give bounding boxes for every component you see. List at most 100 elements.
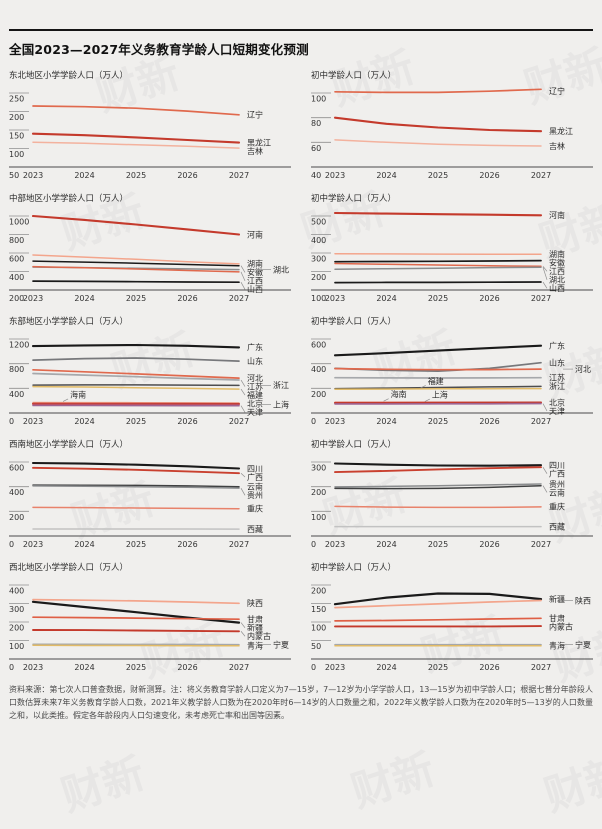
- svg-text:四川: 四川: [549, 461, 565, 470]
- svg-text:2024: 2024: [74, 171, 94, 180]
- svg-text:安徽: 安徽: [247, 267, 263, 277]
- svg-text:重庆: 重庆: [247, 504, 263, 514]
- svg-text:上海: 上海: [273, 399, 289, 409]
- svg-text:2023: 2023: [325, 294, 345, 303]
- svg-text:2024: 2024: [74, 663, 94, 672]
- svg-text:青海: 青海: [247, 640, 263, 650]
- svg-text:甘肃: 甘肃: [247, 614, 263, 624]
- svg-text:2027: 2027: [531, 171, 551, 180]
- svg-text:100: 100: [311, 624, 326, 633]
- svg-text:西藏: 西藏: [247, 524, 263, 534]
- svg-text:200: 200: [311, 390, 326, 399]
- svg-text:2026: 2026: [177, 171, 197, 180]
- chart-title: 东北地区小学学龄人口（万人）: [9, 71, 129, 81]
- svg-text:100: 100: [311, 513, 326, 522]
- source-note: 资料来源：第七次人口普查数据，财新测算。注：将义务教育学龄人口定义为7—15岁，…: [9, 685, 593, 720]
- svg-text:2023: 2023: [325, 417, 345, 426]
- svg-text:北京: 北京: [247, 399, 263, 409]
- svg-text:0: 0: [9, 663, 14, 672]
- chart-8: 初中学龄人口（万人） 0 100 200 300 2023 2024 2025 2026 2027…: [311, 438, 593, 552]
- svg-text:1000: 1000: [9, 218, 29, 227]
- svg-text:2023: 2023: [23, 540, 43, 549]
- chart-canvas-1: 50 100 150 200 250 2023 2024 2025 2026 2027 辽宁黑龙江吉…: [9, 92, 291, 180]
- svg-text:贵州: 贵州: [549, 479, 565, 489]
- svg-text:1200: 1200: [9, 341, 29, 350]
- chart-title: 东部地区小学学龄人口（万人）: [9, 317, 129, 327]
- svg-text:2025: 2025: [126, 294, 146, 303]
- svg-text:200: 200: [9, 294, 24, 303]
- svg-text:2024: 2024: [376, 540, 396, 549]
- svg-text:400: 400: [311, 365, 326, 374]
- svg-text:黑龙江: 黑龙江: [247, 137, 271, 147]
- svg-text:吉林: 吉林: [549, 141, 565, 151]
- svg-text:600: 600: [311, 341, 326, 350]
- chart-title: 中部地区小学学龄人口（万人）: [9, 194, 129, 204]
- svg-text:500: 500: [311, 218, 326, 227]
- svg-text:400: 400: [9, 390, 24, 399]
- svg-text:2024: 2024: [74, 540, 94, 549]
- svg-text:2025: 2025: [126, 540, 146, 549]
- svg-text:0: 0: [311, 663, 316, 672]
- chart-canvas-10: 0 50 100 150 200 2023 2024 2025 2026 2027 新疆甘肃内蒙古青…: [311, 584, 593, 672]
- svg-text:250: 250: [9, 95, 24, 104]
- chart-canvas-9: 0 100 200 300 400 2023 2024 2025 2026 2027 陕西甘肃新疆内…: [9, 584, 291, 672]
- page-title: 全国2023—2027年义务教育学龄人口短期变化预测: [9, 42, 309, 57]
- chart-canvas-8: 0 100 200 300 2023 2024 2025 2026 2027 四川广西贵州云南重庆…: [311, 461, 593, 549]
- svg-text:湖北: 湖北: [273, 265, 289, 274]
- chart-canvas-7: 0 200 400 600 2023 2024 2025 2026 2027 四川广西云南贵州重庆…: [9, 461, 291, 549]
- svg-text:辽宁: 辽宁: [549, 86, 565, 96]
- chart-title: 初中学龄人口（万人）: [311, 71, 397, 81]
- svg-text:云南: 云南: [247, 482, 263, 492]
- svg-text:300: 300: [9, 605, 24, 614]
- svg-text:2026: 2026: [177, 417, 197, 426]
- svg-text:2027: 2027: [229, 171, 249, 180]
- svg-text:2023: 2023: [325, 171, 345, 180]
- svg-text:2026: 2026: [479, 663, 499, 672]
- svg-text:西藏: 西藏: [549, 521, 565, 531]
- svg-text:湖南: 湖南: [247, 259, 263, 269]
- svg-text:80: 80: [311, 119, 321, 128]
- svg-text:江苏: 江苏: [549, 373, 565, 383]
- svg-text:浙江: 浙江: [549, 381, 565, 391]
- svg-text:陕西: 陕西: [575, 595, 591, 605]
- svg-text:2026: 2026: [479, 417, 499, 426]
- svg-text:内蒙古: 内蒙古: [247, 631, 271, 641]
- chart-9: 西北地区小学学龄人口（万人） 0 100 200 300 400 2023 2024 2025 2…: [9, 561, 291, 675]
- svg-text:重庆: 重庆: [549, 502, 565, 512]
- svg-text:湖南: 湖南: [549, 249, 565, 259]
- svg-text:0: 0: [9, 540, 14, 549]
- svg-text:2025: 2025: [428, 294, 448, 303]
- svg-text:400: 400: [9, 488, 24, 497]
- infographic: 全国2023—2027年义务教育学龄人口短期变化预测 东北地区小学学龄人口（万人…: [0, 29, 602, 722]
- svg-text:2025: 2025: [126, 417, 146, 426]
- chart-3: 中部地区小学学龄人口（万人） 200 400 600 800 1000 2023 2024 20…: [9, 192, 291, 306]
- svg-text:云南: 云南: [549, 487, 565, 497]
- chart-canvas-3: 200 400 600 800 1000 2023 2024 2025 2026 2027 河南湖南…: [9, 214, 291, 303]
- svg-text:山东: 山东: [247, 356, 263, 366]
- svg-text:2025: 2025: [428, 663, 448, 672]
- svg-text:200: 200: [311, 488, 326, 497]
- top-rule: [9, 29, 593, 31]
- svg-text:100: 100: [9, 150, 24, 159]
- svg-text:2027: 2027: [531, 540, 551, 549]
- svg-text:安徽: 安徽: [549, 258, 565, 268]
- charts-grid: 东北地区小学学龄人口（万人） 50 100 150 200 250 2023 2024 2025…: [9, 69, 593, 675]
- svg-text:2026: 2026: [479, 540, 499, 549]
- svg-text:天津: 天津: [549, 406, 565, 416]
- chart-5: 东部地区小学学龄人口（万人） 0 400 800 1200 2023 2024 2025 202…: [9, 315, 291, 429]
- chart-2: 初中学龄人口（万人） 40 60 80 100 2023 2024 2025 2026 2027 辽…: [311, 69, 593, 183]
- svg-text:江苏: 江苏: [247, 381, 263, 391]
- svg-text:山西: 山西: [549, 283, 565, 293]
- svg-text:宁夏: 宁夏: [273, 639, 289, 649]
- brand-watermark: 财新: [55, 748, 151, 821]
- svg-text:0: 0: [311, 417, 316, 426]
- svg-text:吉林: 吉林: [247, 146, 263, 156]
- svg-text:四川: 四川: [247, 464, 263, 473]
- svg-text:2027: 2027: [531, 417, 551, 426]
- svg-text:北京: 北京: [549, 397, 565, 407]
- svg-text:2024: 2024: [376, 171, 396, 180]
- svg-text:2027: 2027: [229, 417, 249, 426]
- chart-title: 西北地区小学学龄人口（万人）: [9, 563, 129, 573]
- svg-text:0: 0: [311, 540, 316, 549]
- svg-text:50: 50: [9, 171, 19, 180]
